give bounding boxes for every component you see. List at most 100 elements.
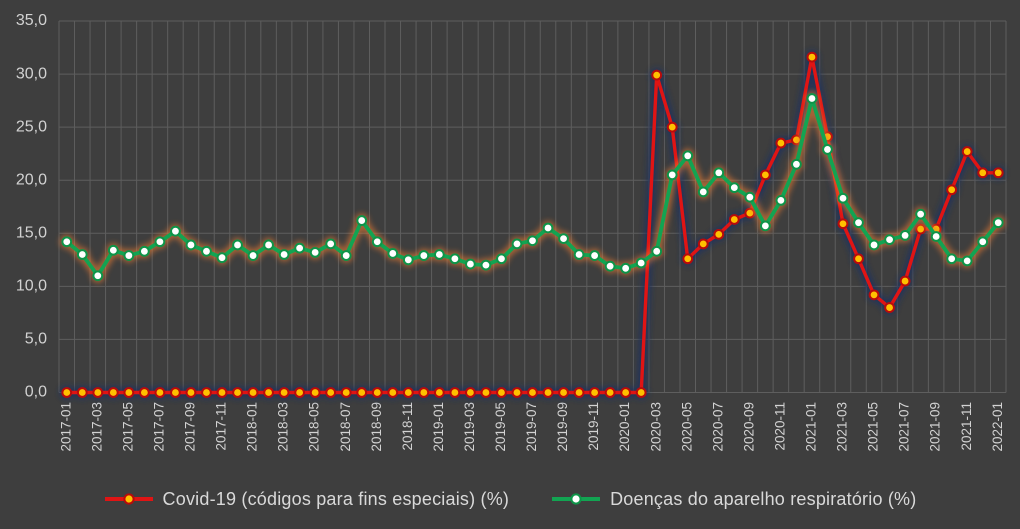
data-point	[558, 233, 569, 244]
data-point	[496, 387, 507, 398]
data-point	[961, 146, 973, 157]
x-tick-label: 2018-01	[245, 402, 260, 452]
data-point	[278, 249, 290, 260]
data-point	[465, 258, 476, 270]
data-point	[884, 302, 895, 313]
data-point	[402, 387, 414, 398]
x-tick-label: 2021-09	[928, 402, 943, 452]
data-point	[154, 387, 166, 398]
data-point	[76, 387, 88, 398]
data-point	[232, 387, 243, 398]
plot-area: 0,05,010,015,020,025,030,035,0 2017-01 20…	[16, 12, 1007, 452]
x-tick-label: 2020-01	[617, 402, 632, 452]
x-axis: 2017-01 2017-03 2017-05 2017-07 2017-09 2017-…	[58, 402, 1004, 452]
data-point	[294, 242, 306, 254]
data-point	[573, 387, 585, 398]
x-tick-label: 2018-09	[369, 402, 384, 452]
x-tick-label: 2020-05	[679, 402, 694, 452]
x-tick-label: 2018-07	[338, 402, 353, 452]
data-point	[589, 387, 600, 398]
data-point	[791, 158, 802, 170]
data-point	[480, 387, 492, 398]
data-point	[356, 215, 368, 226]
data-point	[682, 253, 694, 265]
data-point	[216, 387, 228, 398]
data-point	[387, 248, 399, 259]
data-point	[263, 239, 274, 251]
data-point	[651, 69, 663, 81]
legend-label-covid: Covid-19 (códigos para fins especiais) (…	[162, 488, 510, 509]
data-point	[697, 186, 709, 198]
data-point	[744, 191, 756, 203]
data-point	[201, 245, 212, 257]
data-point	[511, 387, 523, 398]
x-tick-label: 2018-05	[307, 402, 322, 452]
x-tick-label: 2020-11	[772, 402, 787, 451]
data-point	[465, 387, 476, 398]
data-point	[775, 137, 787, 149]
data-point	[977, 167, 989, 179]
gridlines	[58, 20, 1007, 393]
data-point	[977, 236, 989, 248]
legend: Covid-19 (códigos para fins especiais) (…	[0, 474, 1020, 524]
data-point	[635, 257, 647, 269]
data-point	[387, 387, 399, 398]
x-tick-label: 2019-01	[431, 402, 446, 452]
data-point	[340, 250, 352, 261]
data-point	[806, 51, 818, 63]
data-point	[713, 228, 725, 240]
data-point	[418, 250, 430, 261]
legend-item-covid: Covid-19 (códigos para fins especiais) (…	[104, 489, 510, 510]
data-point	[170, 225, 181, 237]
data-point	[201, 387, 212, 398]
data-point	[728, 214, 740, 225]
data-point	[620, 262, 632, 274]
data-point	[433, 387, 445, 398]
x-tick-label: 2020-09	[741, 402, 756, 452]
data-point	[899, 230, 911, 241]
data-point	[138, 387, 150, 398]
data-point	[511, 238, 523, 250]
data-point	[604, 387, 616, 398]
data-point	[930, 231, 942, 242]
series-layer	[59, 50, 1006, 400]
data-point	[542, 222, 554, 234]
data-point	[946, 184, 958, 196]
data-point	[992, 217, 1004, 229]
data-point	[527, 235, 538, 247]
x-tick-label: 2019-09	[555, 402, 570, 452]
data-point	[402, 254, 414, 266]
x-tick-label: 2017-11	[214, 402, 229, 451]
data-point	[961, 255, 973, 267]
x-tick-label: 2017-05	[120, 402, 135, 452]
x-tick-label: 2020-07	[710, 402, 725, 452]
data-point	[480, 259, 492, 271]
data-point	[371, 387, 383, 398]
y-tick-label: 15,0	[16, 225, 47, 242]
data-point	[247, 387, 259, 398]
respiratory-series	[61, 93, 1004, 282]
data-point	[185, 387, 197, 398]
x-tick-label: 2022-01	[990, 402, 1005, 452]
x-tick-label: 2019-03	[462, 402, 477, 452]
data-point	[884, 234, 895, 246]
y-tick-label: 5,0	[25, 331, 47, 348]
y-tick-label: 10,0	[16, 278, 47, 295]
x-tick-label: 2017-09	[183, 402, 198, 452]
covid-series	[61, 51, 1004, 398]
data-point	[728, 182, 740, 194]
data-point	[589, 250, 600, 261]
y-tick-label: 35,0	[16, 12, 47, 29]
data-point	[822, 144, 833, 155]
data-point	[651, 245, 663, 257]
data-point	[666, 121, 678, 133]
data-point	[666, 169, 678, 181]
data-point	[853, 253, 864, 265]
y-tick-label: 20,0	[16, 171, 47, 188]
data-point	[61, 236, 73, 248]
data-point	[806, 93, 818, 104]
x-tick-label: 2019-07	[524, 402, 539, 452]
data-point	[123, 387, 135, 398]
data-point	[759, 169, 771, 181]
data-point	[837, 192, 849, 204]
